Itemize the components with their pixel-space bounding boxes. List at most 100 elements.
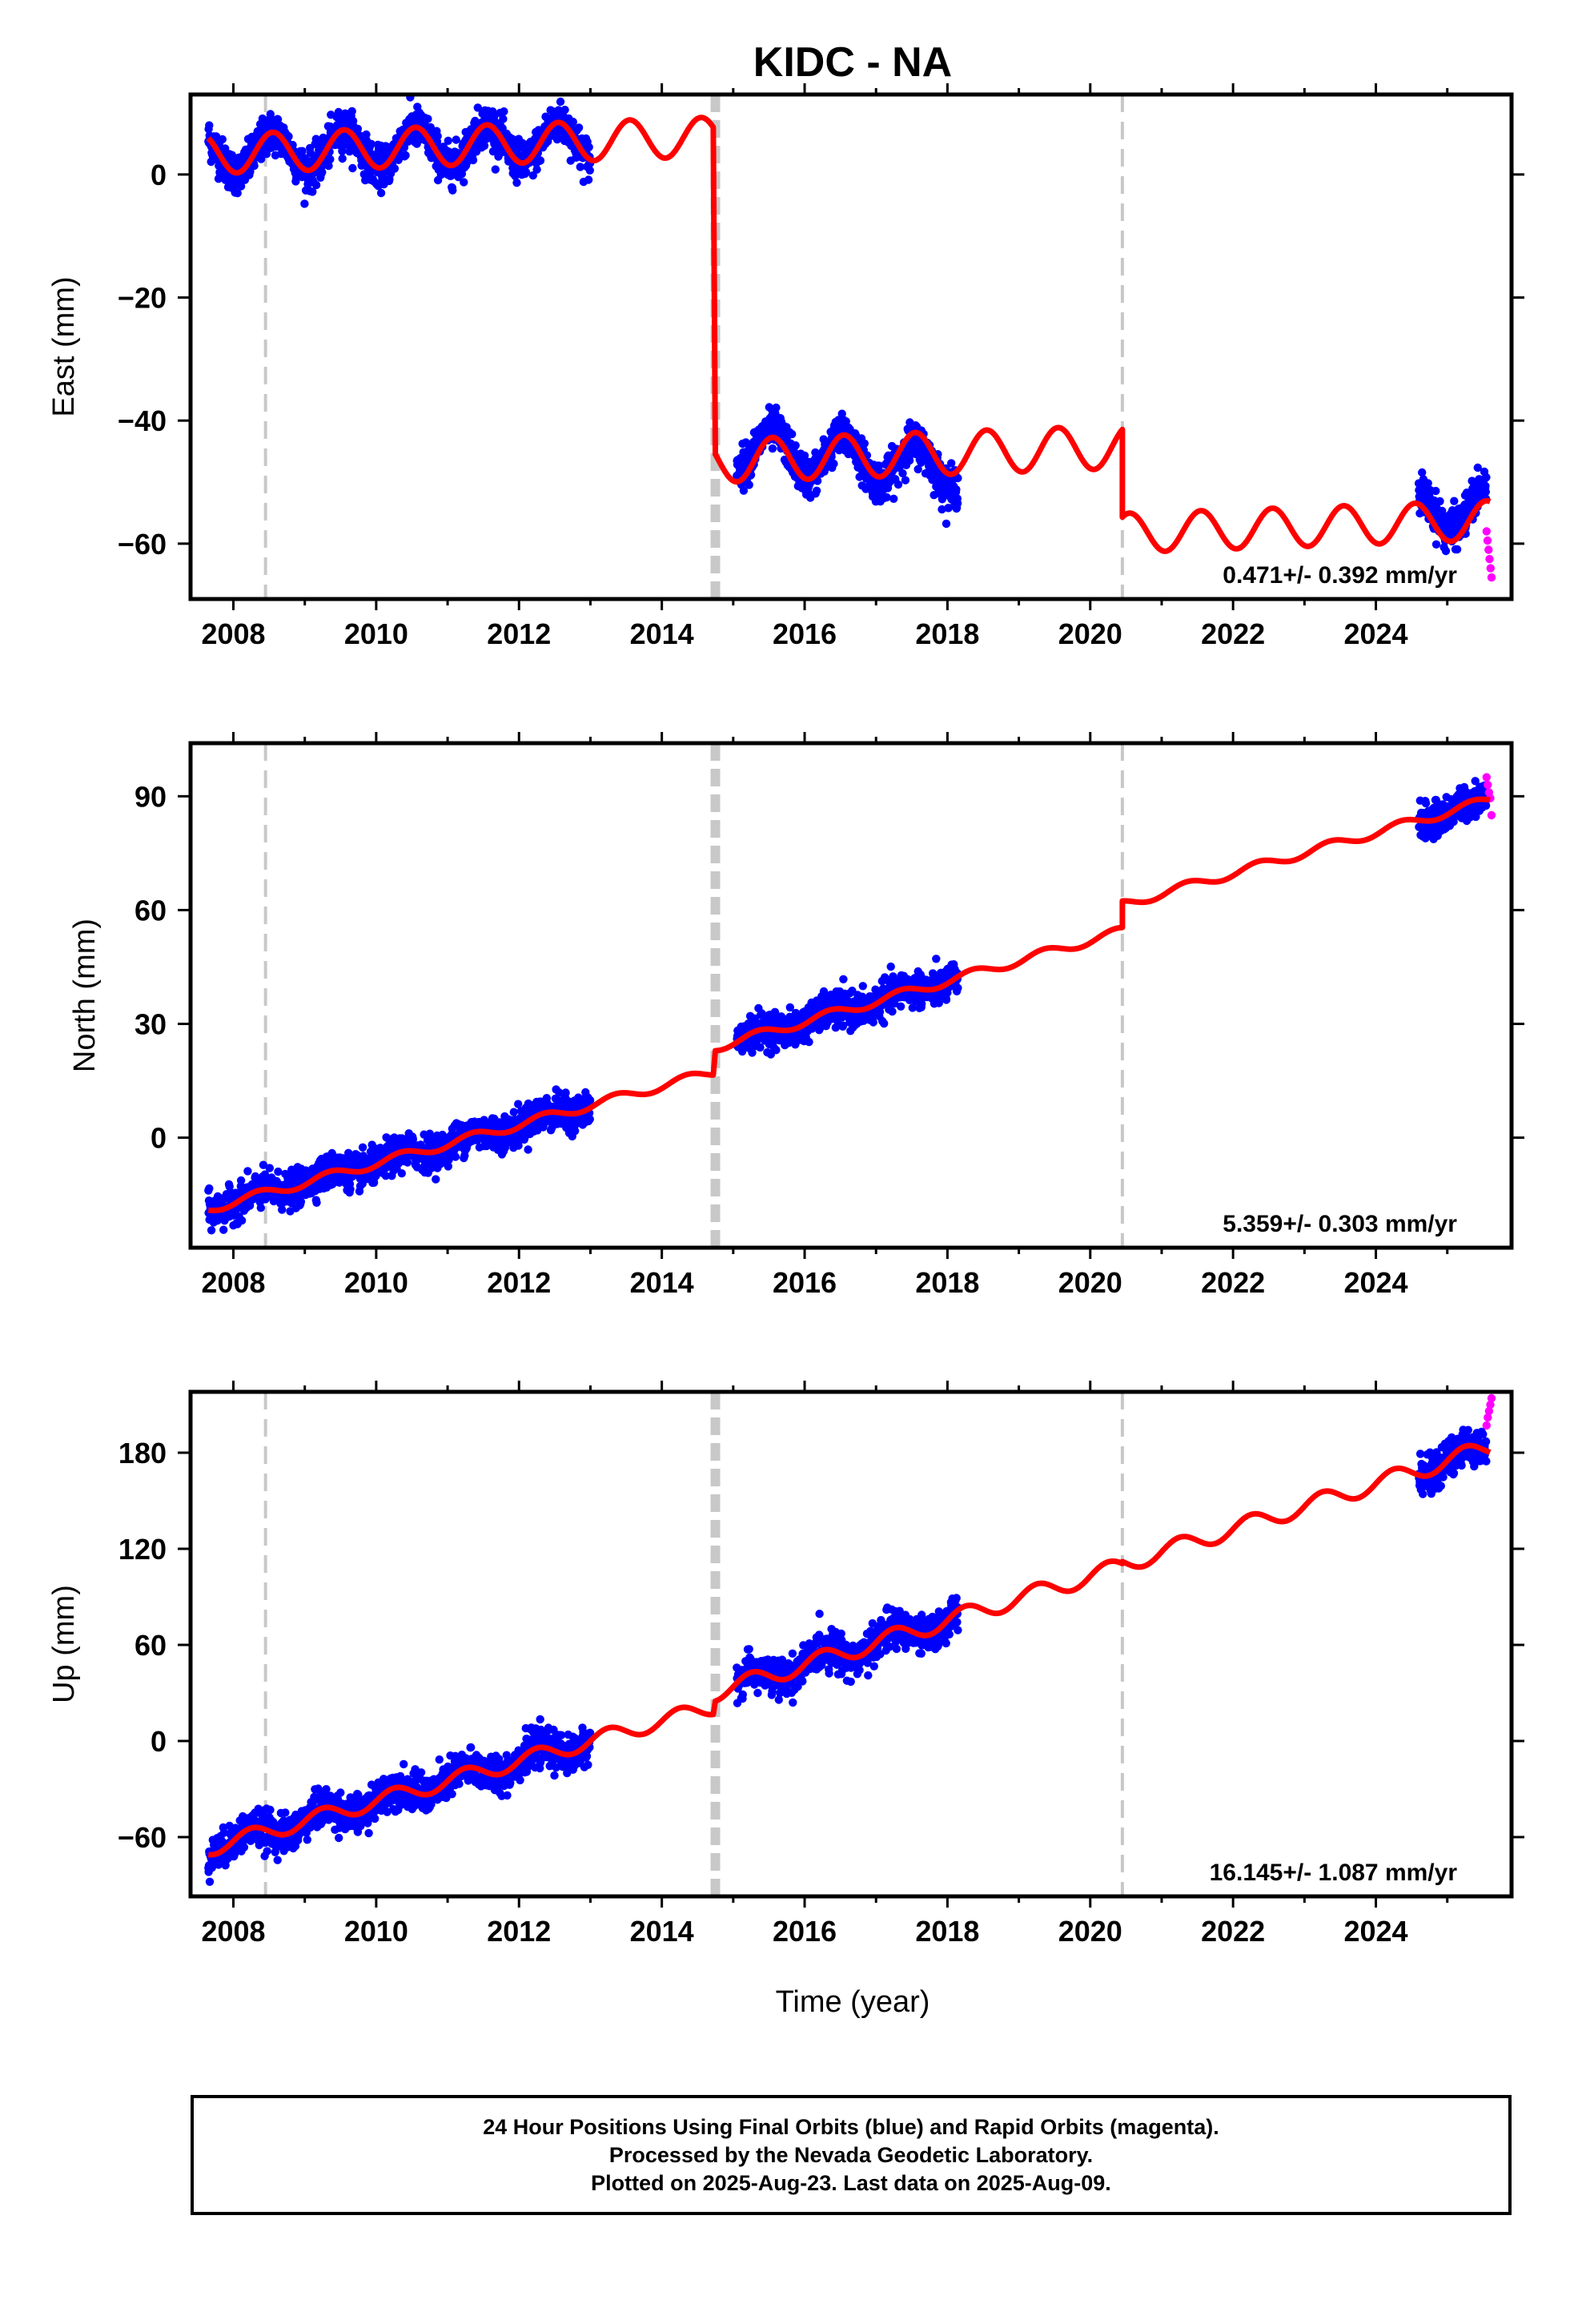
final-data-point <box>954 983 962 993</box>
y-tick-label: −40 <box>118 404 167 437</box>
final-data-point <box>298 147 307 155</box>
final-data-point <box>311 180 321 190</box>
final-data-point <box>901 476 910 485</box>
final-data-point <box>274 1167 283 1176</box>
x-tick-label: 2020 <box>1058 617 1122 650</box>
final-data-point <box>584 143 593 151</box>
final-data-point <box>367 139 375 148</box>
final-data-point <box>791 441 800 450</box>
final-data-point <box>858 982 868 991</box>
final-data-point <box>452 135 460 144</box>
final-data-point <box>756 1043 765 1052</box>
rapid-data-point <box>1482 527 1492 536</box>
final-data-point <box>257 155 266 163</box>
final-data-point <box>805 1037 813 1047</box>
final-data-point <box>401 151 410 160</box>
rapid-data-point <box>1487 810 1496 820</box>
final-data-point <box>358 1143 367 1152</box>
final-data-point <box>509 1108 518 1116</box>
final-data-point <box>536 156 545 165</box>
y-tick-label: −20 <box>118 282 167 315</box>
final-data-point <box>574 123 584 132</box>
final-data-point <box>237 1216 247 1225</box>
final-data-point <box>953 499 962 508</box>
x-tick-label: 2008 <box>201 617 265 650</box>
final-data-point <box>1452 545 1462 554</box>
x-tick-label: 2018 <box>915 617 979 650</box>
final-data-point <box>560 106 569 115</box>
final-data-point <box>942 519 951 529</box>
rapid-data-point <box>1487 573 1496 582</box>
final-data-point <box>256 1204 265 1212</box>
final-data-point <box>400 143 409 152</box>
x-tick-label: 2016 <box>773 617 837 650</box>
rapid-data-point <box>1484 545 1493 554</box>
final-data-point <box>1435 497 1444 506</box>
east-panel: 2008 2010 2012 2014 2016 2018 2020 2022 20240−20… <box>47 83 1524 650</box>
x-tick-label: 2024 <box>1343 617 1407 650</box>
final-data-point <box>444 136 452 145</box>
final-data-point <box>932 955 941 963</box>
final-data-point <box>265 1164 274 1172</box>
final-data-point <box>424 115 432 123</box>
final-data-point <box>468 155 478 165</box>
final-orbit-points <box>204 777 1491 1235</box>
final-data-point <box>491 165 500 174</box>
final-data-point <box>207 1226 216 1235</box>
final-data-point <box>308 187 317 196</box>
rapid-data-point <box>1482 773 1492 782</box>
final-data-point <box>512 179 521 187</box>
x-tick-label: 2012 <box>487 617 551 650</box>
final-data-point <box>888 1007 897 1016</box>
final-data-point <box>788 429 797 439</box>
final-data-point <box>905 456 914 465</box>
y-axis-label: East (mm) <box>47 276 81 416</box>
y-tick-label: 0 <box>151 159 167 191</box>
final-data-point <box>460 178 468 187</box>
final-data-point <box>205 1184 214 1193</box>
north-panel: 2008 2010 2012 2014 2016 2018 2020 2022 20249060… <box>68 732 1524 1299</box>
final-data-point <box>1431 486 1440 496</box>
rapid-orbit-points <box>1482 527 1496 582</box>
final-data-point <box>300 199 309 208</box>
plot-area <box>204 743 1496 1248</box>
final-data-point <box>338 147 347 155</box>
final-data-point <box>772 1046 781 1055</box>
final-data-point <box>829 459 838 468</box>
final-data-point <box>326 155 335 164</box>
final-data-point <box>500 107 508 116</box>
final-data-point <box>448 186 457 195</box>
final-data-point <box>745 480 753 489</box>
final-data-point <box>296 1197 306 1206</box>
final-data-point <box>768 444 777 453</box>
final-data-point <box>221 144 230 153</box>
final-data-point <box>312 1198 321 1208</box>
final-data-point <box>236 182 246 191</box>
final-data-point <box>880 1019 889 1028</box>
final-data-point <box>532 165 541 174</box>
final-data-point <box>219 1225 228 1234</box>
final-data-point <box>318 167 327 177</box>
final-data-point <box>353 124 363 134</box>
final-data-point <box>584 175 593 184</box>
rapid-data-point <box>1485 554 1494 564</box>
final-data-point <box>432 1175 440 1184</box>
final-data-point <box>1482 472 1491 482</box>
final-data-point <box>390 164 400 173</box>
final-data-point <box>585 1115 594 1124</box>
final-data-point <box>839 975 848 984</box>
final-data-point <box>348 163 357 173</box>
final-data-point <box>952 485 961 494</box>
final-data-point <box>346 1184 355 1194</box>
final-data-point <box>772 403 781 412</box>
final-data-point <box>556 97 565 107</box>
final-data-point <box>886 962 895 971</box>
final-data-point <box>499 115 508 123</box>
final-data-point <box>893 480 903 489</box>
final-data-point <box>246 167 255 176</box>
final-data-point <box>347 107 356 116</box>
final-data-point <box>947 459 956 468</box>
rate-label: 0.471+/- 0.392 mm/yr <box>1223 562 1457 589</box>
final-data-point <box>233 189 242 198</box>
